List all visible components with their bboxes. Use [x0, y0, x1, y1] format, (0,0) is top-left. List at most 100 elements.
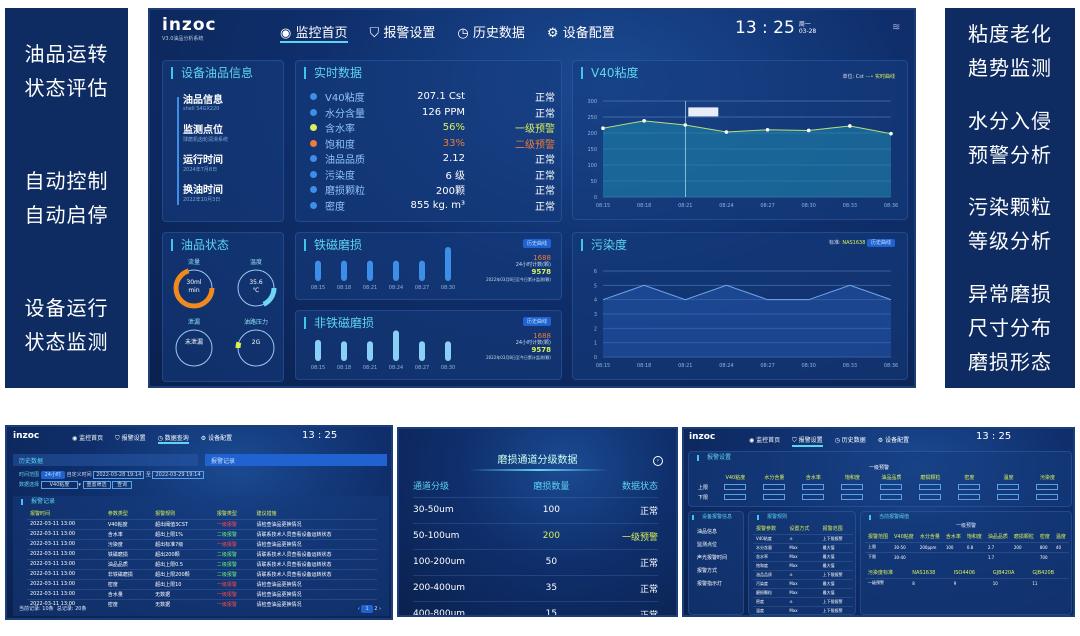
- play-circle-icon: ◉: [280, 26, 296, 41]
- main-dashboard: inzoc V3.0油品分析系统 ◉ 监控首页 ⛉ 报警设置 ◷ 历史数据 ⚙ 设备配…: [148, 8, 916, 388]
- table-row: 200-400um 35 正常: [413, 575, 658, 601]
- y-tick-label: 4: [594, 298, 597, 304]
- tab-history-data[interactable]: 历史数据: [13, 454, 198, 466]
- nav-2[interactable]: ◷ 历史数据: [457, 26, 525, 41]
- nav-2[interactable]: ◷ 历史数据: [834, 437, 866, 444]
- threshold-input[interactable]: [1036, 493, 1059, 500]
- threshold-input[interactable]: [763, 493, 786, 500]
- y-tick-label: 0: [594, 355, 597, 361]
- nav-1[interactable]: ⛉ 报警设置: [369, 26, 436, 41]
- v40-viscosity-panel: V40粘度 单位: Cst —• 实时曲线 0 50 100 150 200 250 300…: [572, 60, 908, 220]
- gauge: 流量 30ml min: [171, 257, 217, 314]
- x-tick-label: 08:21: [678, 363, 692, 369]
- threshold-input[interactable]: [724, 493, 747, 500]
- threshold-input[interactable]: [763, 483, 786, 490]
- x-tick-label: 08:21: [363, 365, 377, 371]
- end-time-input[interactable]: 2022-03-29 19:14: [152, 471, 204, 479]
- y-tick-label: 1: [594, 341, 597, 347]
- series-line: [602, 284, 892, 301]
- bar: [315, 260, 321, 281]
- bar: [341, 341, 347, 361]
- feature-label: 油品运转 状态评估: [24, 42, 109, 101]
- clock-icon: ◷: [834, 437, 842, 444]
- table-header: 报警范围 V40粘度 水分含量 含水率 饱和度 油品品质 磨损颗粒 密度 温度: [868, 534, 1066, 541]
- x-tick-label: 08:18: [337, 365, 351, 371]
- threshold-row: 上限: [695, 482, 1067, 492]
- y-tick-label: 50: [591, 179, 597, 185]
- tooltip: [688, 107, 719, 117]
- y-tick-label: 2: [594, 326, 597, 332]
- page-1[interactable]: 1: [361, 605, 373, 613]
- threshold-input[interactable]: [802, 483, 825, 490]
- threshold-input[interactable]: [958, 483, 981, 490]
- x-tick-label: 08:18: [337, 285, 351, 291]
- next-icon[interactable]: ›: [653, 456, 663, 466]
- threshold-input[interactable]: [802, 493, 825, 500]
- threshold-input[interactable]: [880, 483, 903, 490]
- table-header: 报警时间 参数类型 报警规则 报警类型 建议措施: [30, 511, 277, 518]
- nav-1[interactable]: ⛉ 报警设置: [115, 435, 146, 442]
- table-row: V40粘度 ± 上下限报警: [753, 534, 853, 543]
- threshold-input[interactable]: [841, 483, 864, 490]
- threshold-input[interactable]: [841, 493, 864, 500]
- threshold-input[interactable]: [880, 493, 903, 500]
- x-tick-label: 08:30: [441, 365, 455, 371]
- 24h-button[interactable]: 24小时: [40, 471, 65, 479]
- threshold-input[interactable]: [724, 483, 747, 490]
- x-tick-label: 08:30: [802, 363, 816, 369]
- threshold-input[interactable]: [958, 493, 981, 500]
- nonferrous-wear-panel: 非铁磁磨损 08:15 08:18 08:21 08:24 08:27 08:30 历史曲…: [295, 310, 562, 380]
- gauge-arc: [173, 267, 215, 309]
- table-row: 100-200um 50 正常: [413, 549, 658, 575]
- start-time-input[interactable]: 2022-03-28 19:14: [93, 471, 145, 479]
- x-tick-label: 08:30: [802, 203, 816, 209]
- x-tick-label: 08:24: [389, 365, 403, 371]
- threshold-input[interactable]: [997, 483, 1020, 490]
- table-row: 含水率 Max 最大值: [753, 552, 853, 561]
- status-dot-icon: [310, 155, 317, 163]
- query-button[interactable]: 查询: [112, 481, 133, 489]
- x-tick-label: 08:24: [389, 285, 403, 291]
- nav-1[interactable]: ⛉ 报警设置: [792, 435, 823, 447]
- threshold-input[interactable]: [1036, 483, 1059, 490]
- v40-chart: 0 50 100 150 200 250 300 08:15 08:18 08:21 08:24 08…: [587, 99, 898, 209]
- wifi-icon[interactable]: ≋: [892, 22, 901, 33]
- reset-filter-button[interactable]: 重置筛选: [82, 481, 111, 489]
- data-point: [765, 128, 770, 132]
- nav-0[interactable]: ◉ 监控首页: [749, 437, 781, 444]
- table-row: 油品品质 ± 上下限报警: [753, 570, 853, 579]
- threshold-input[interactable]: [919, 483, 942, 490]
- custom-time-button[interactable]: 自定义时间: [66, 472, 92, 478]
- nav-3[interactable]: ⚙ 设备配置: [200, 435, 233, 442]
- table-row: 下限 30-40 1.7 700: [865, 552, 1069, 562]
- logo: inzoc V3.0油品分析系统: [162, 15, 217, 42]
- clock-icon: ◷: [457, 26, 473, 41]
- left-feature-panel: 油品运转 状态评估 自动控制 自动启停 设备运行 状态监测: [5, 8, 128, 388]
- bar: [315, 339, 321, 361]
- tab-alarm-records[interactable]: 报警记录: [205, 454, 387, 466]
- x-tick-label: 08:36: [884, 363, 898, 369]
- table-row: 50-100um 200 一级预警: [413, 523, 658, 549]
- x-tick-label: 08:15: [596, 203, 610, 209]
- history-curve-button[interactable]: 历史曲线: [522, 239, 551, 248]
- status-dot-icon: [310, 201, 317, 209]
- history-curve-button[interactable]: 历史曲线: [866, 239, 895, 247]
- ferrous-bar-chart: 08:15 08:18 08:21 08:24 08:27 08:30: [311, 247, 455, 291]
- history-curve-button[interactable]: 历史曲线: [522, 317, 551, 326]
- device-info-item: 换油时间 2022年10月3日: [183, 185, 223, 203]
- nav-0[interactable]: ◉ 监控首页: [280, 22, 348, 43]
- data-point: [806, 128, 811, 133]
- nav-3[interactable]: ⚙ 设备配置: [877, 437, 910, 444]
- nav-2[interactable]: ◷ 数据查询: [157, 435, 189, 444]
- page-2[interactable]: 2: [374, 606, 378, 612]
- threshold-input[interactable]: [919, 493, 942, 500]
- table-row: 磨损颗粒 Max 最大值: [753, 588, 853, 597]
- nav-3[interactable]: ⚙ 设备配置: [546, 26, 615, 41]
- nav-0[interactable]: ◉ 监控首页: [72, 435, 104, 442]
- threshold-input[interactable]: [997, 493, 1020, 500]
- realtime-row: 磨损颗粒 200颗 正常: [310, 182, 555, 198]
- data-select[interactable]: V40粘度: [40, 481, 79, 489]
- x-tick-label: 08:33: [843, 203, 857, 209]
- realtime-row: 密度 855 kg. m³ 正常: [310, 198, 555, 214]
- nonferrous-bar-chart: 08:15 08:18 08:21 08:24 08:27 08:30: [311, 330, 455, 371]
